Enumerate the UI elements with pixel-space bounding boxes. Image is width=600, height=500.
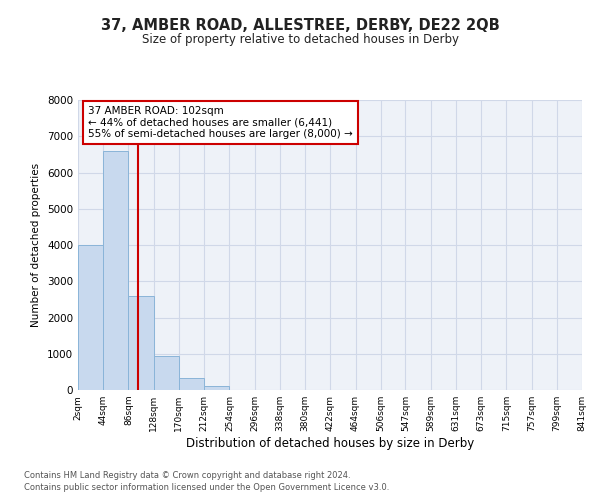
X-axis label: Distribution of detached houses by size in Derby: Distribution of detached houses by size … xyxy=(186,437,474,450)
Bar xyxy=(128,296,154,390)
Bar xyxy=(78,245,103,390)
Bar xyxy=(154,356,179,390)
Bar xyxy=(179,378,204,390)
Bar xyxy=(103,151,128,390)
Text: Contains public sector information licensed under the Open Government Licence v3: Contains public sector information licen… xyxy=(24,484,389,492)
Text: Size of property relative to detached houses in Derby: Size of property relative to detached ho… xyxy=(142,32,458,46)
Y-axis label: Number of detached properties: Number of detached properties xyxy=(31,163,41,327)
Text: 37, AMBER ROAD, ALLESTREE, DERBY, DE22 2QB: 37, AMBER ROAD, ALLESTREE, DERBY, DE22 2… xyxy=(101,18,499,32)
Text: Contains HM Land Registry data © Crown copyright and database right 2024.: Contains HM Land Registry data © Crown c… xyxy=(24,471,350,480)
Text: 37 AMBER ROAD: 102sqm
← 44% of detached houses are smaller (6,441)
55% of semi-d: 37 AMBER ROAD: 102sqm ← 44% of detached … xyxy=(88,106,353,139)
Bar xyxy=(204,386,229,390)
